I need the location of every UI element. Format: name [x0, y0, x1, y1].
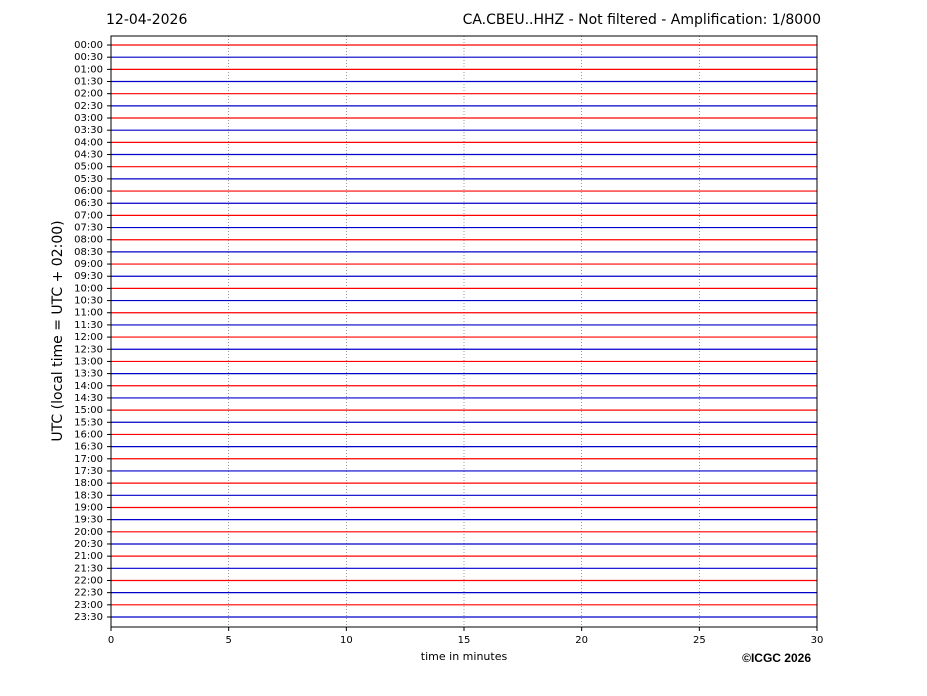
y-tick-label: 04:30 [74, 150, 103, 161]
x-axis-label: time in minutes [421, 650, 508, 663]
chart-subtitle: CA.CBEU..HHZ - Not filtered - Amplificat… [463, 12, 821, 28]
y-tick-label: 01:00 [74, 64, 103, 75]
y-tick-label: 14:30 [74, 393, 103, 404]
y-tick-label: 12:30 [74, 344, 103, 355]
y-tick-label: 16:00 [74, 429, 103, 440]
y-tick-label: 18:30 [74, 490, 103, 501]
y-tick-label: 07:30 [74, 223, 103, 234]
x-tick-label: 15 [458, 635, 471, 646]
y-tick-label: 21:00 [74, 551, 103, 562]
y-tick-label: 15:30 [74, 417, 103, 428]
y-tick-label: 13:30 [74, 369, 103, 380]
y-tick-label: 23:00 [74, 600, 103, 611]
y-tick-label: 05:00 [74, 162, 103, 173]
y-tick-label: 23:30 [74, 612, 103, 623]
y-tick-label: 12:00 [74, 332, 103, 343]
y-tick-label: 01:30 [74, 77, 103, 88]
y-tick-label: 11:00 [74, 308, 103, 319]
y-tick-label: 06:00 [74, 186, 103, 197]
y-tick-label: 19:30 [74, 515, 103, 526]
y-tick-label: 05:30 [74, 174, 103, 185]
x-tick-label: 25 [693, 635, 706, 646]
y-tick-label: 09:30 [74, 271, 103, 282]
y-tick-label: 14:00 [74, 381, 103, 392]
plot-frame [110, 35, 818, 628]
y-tick-label: 03:30 [74, 125, 103, 136]
y-tick-label: 16:30 [74, 442, 103, 453]
y-tick-label: 15:00 [74, 405, 103, 416]
y-tick-label: 10:00 [74, 283, 103, 294]
y-tick-label: 08:30 [74, 247, 103, 258]
credit: ©ICGC 2026 [742, 651, 811, 665]
x-tick-label: 20 [575, 635, 588, 646]
y-tick-label: 17:30 [74, 466, 103, 477]
x-tick-label: 5 [225, 635, 231, 646]
y-tick-label: 10:30 [74, 296, 103, 307]
y-tick-label: 11:30 [74, 320, 103, 331]
y-tick-label: 03:00 [74, 113, 103, 124]
y-tick-label: 22:00 [74, 575, 103, 586]
y-tick-label: 02:30 [74, 101, 103, 112]
y-tick-label: 13:00 [74, 356, 103, 367]
y-tick-label: 22:30 [74, 588, 103, 599]
y-tick-label: 21:30 [74, 563, 103, 574]
x-tick-label: 10 [340, 635, 353, 646]
x-tick-label: 30 [811, 635, 824, 646]
y-tick-label: 20:30 [74, 539, 103, 550]
y-tick-label: 19:00 [74, 502, 103, 513]
y-axis-label: UTC (local time = UTC + 02:00) [50, 220, 66, 441]
y-tick-label: 00:00 [74, 40, 103, 51]
chart-title: 12-04-2026 [106, 12, 187, 28]
x-tick-label: 0 [108, 635, 114, 646]
y-tick-label: 18:00 [74, 478, 103, 489]
y-tick-label: 07:00 [74, 210, 103, 221]
y-tick-label: 00:30 [74, 52, 103, 63]
y-tick-label: 09:00 [74, 259, 103, 270]
y-tick-label: 08:00 [74, 235, 103, 246]
y-tick-label: 02:00 [74, 89, 103, 100]
y-tick-label: 17:00 [74, 454, 103, 465]
y-tick-label: 20:00 [74, 527, 103, 538]
y-tick-label: 06:30 [74, 198, 103, 209]
y-tick-label: 04:00 [74, 137, 103, 148]
